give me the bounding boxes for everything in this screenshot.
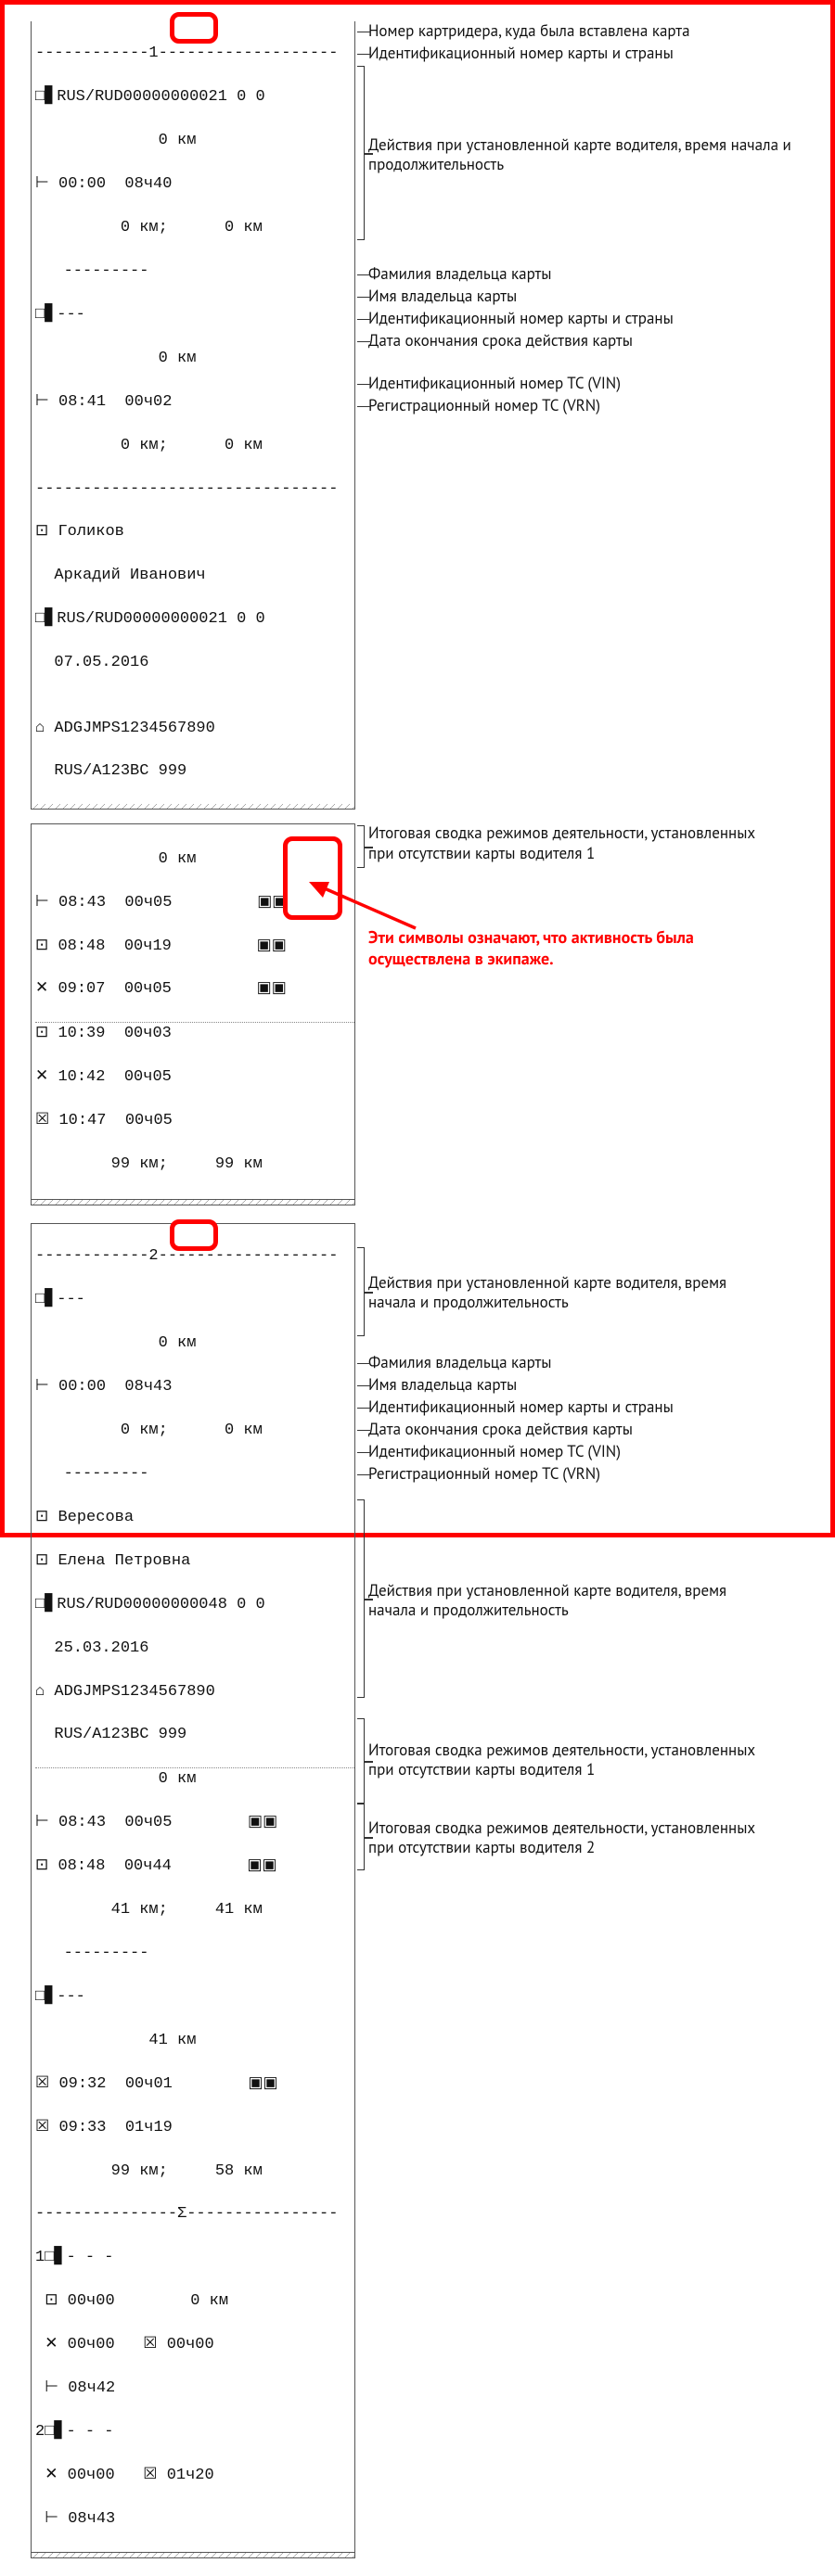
line: 0 км; 0 км xyxy=(35,435,354,456)
line: ✕ 00ч00 ☒ 01ч20 xyxy=(35,2465,354,2486)
line: ✕ 09:07 00ч05 ▣▣ xyxy=(35,978,354,1000)
annotation: Итоговая сводка режимов деятельности, ус… xyxy=(368,823,777,863)
annotation: Итоговая сводка режимов деятельности, ус… xyxy=(368,1741,777,1780)
annotation: Номер картридера, куда была вставлена ка… xyxy=(368,21,814,41)
line: 0 км; 0 км xyxy=(35,217,354,238)
annotation: Имя владельца карты xyxy=(368,287,814,306)
highlight-slot-2 xyxy=(170,1219,218,1251)
printout-block-3: ------------2------------------- □▋--- 0… xyxy=(31,1223,355,2553)
line: ⊡ 08:48 00ч44 ▣▣ xyxy=(35,1855,354,1877)
annotation: Идентификационный номер карты и страны xyxy=(368,44,814,63)
line: --------- xyxy=(35,1463,354,1485)
line: ✕ 00ч00 ☒ 00ч00 xyxy=(35,2334,354,2355)
annotation: Идентификационный номер карты и страны xyxy=(368,1397,814,1417)
line: 99 км; 58 км xyxy=(35,2161,354,2182)
line: 25.03.2016 xyxy=(35,1638,354,1659)
line: --------- xyxy=(35,1943,354,1964)
line: ⌂ ADGJMPS1234567890 xyxy=(35,1681,354,1702)
highlight-slot-1 xyxy=(170,12,218,44)
annotation: Фамилия владельца карты xyxy=(368,264,814,284)
annotation: Дата окончания срока действия карты xyxy=(368,1420,814,1439)
annotation: Регистрационный номер ТС (VRN) xyxy=(368,1464,814,1484)
annotation: Действия при установленной карте водител… xyxy=(368,1273,777,1313)
line: □▋RUS/RUD00000000021 0 0 xyxy=(35,608,354,630)
line: 1□▋- - - xyxy=(35,2247,354,2268)
line: ☒ 09:32 00ч01 ▣▣ xyxy=(35,2073,354,2095)
line: --------- xyxy=(35,261,354,282)
annotation: Регистрационный номер ТС (VRN) xyxy=(368,396,814,415)
line: □▋--- xyxy=(35,1289,354,1310)
annotation: Идентификационный номер карты и страны xyxy=(368,309,814,328)
line: □▋--- xyxy=(35,1986,354,2008)
annotation: Дата окончания срока действия карты xyxy=(368,331,814,351)
line: 0 км xyxy=(35,348,354,369)
annotation: Фамилия владельца карты xyxy=(368,1353,814,1372)
line: ⊡ Голиков xyxy=(35,521,354,542)
line: -------------------------------- xyxy=(35,478,354,500)
printout-block-1: ------------1------------------- □▋RUS/R… xyxy=(31,21,355,804)
line: ⊡ 10:39 00ч03 xyxy=(35,1023,354,1044)
line: 07.05.2016 xyxy=(35,652,354,673)
highlight-crew-symbols xyxy=(283,836,342,920)
line: RUS/A123BC 999 xyxy=(35,1724,354,1745)
line: ⊡ 08:48 00ч19 ▣▣ xyxy=(35,936,354,957)
line: 41 км xyxy=(35,2030,354,2051)
paper-tear xyxy=(31,2553,355,2558)
line: ⊡ Елена Петровна xyxy=(35,1550,354,1572)
line: 0 км xyxy=(35,1333,354,1354)
line: ✕ 10:42 00ч05 xyxy=(35,1066,354,1088)
annotation: Имя владельца карты xyxy=(368,1375,814,1395)
line: ------------1------------------- xyxy=(35,43,354,64)
line: 0 км xyxy=(35,130,354,151)
annotation: Идентификационный номер ТС (VIN) xyxy=(368,1442,814,1461)
line: ⌂ ADGJMPS1234567890 xyxy=(35,718,354,739)
line: □▋RUS/RUD00000000048 0 0 xyxy=(35,1594,354,1615)
line: ⊢ 08:43 00ч05 ▣▣ xyxy=(35,1812,354,1833)
crew-explanation: Эти символы означают, что активность был… xyxy=(368,927,777,969)
line: ---------------Σ---------------- xyxy=(35,2203,354,2225)
line: ☒ 09:33 01ч19 xyxy=(35,2117,354,2138)
annotation: Итоговая сводка режимов деятельности, ус… xyxy=(368,1818,777,1858)
line: RUS/A123BC 999 xyxy=(35,760,354,782)
line: Аркадий Иванович xyxy=(35,565,354,586)
line: 0 км xyxy=(35,1768,354,1790)
annotation: Идентификационный номер ТС (VIN) xyxy=(368,374,814,393)
line: 0 км; 0 км xyxy=(35,1420,354,1441)
line: ⊢ 08ч42 xyxy=(35,2378,354,2399)
line: ⊢ 08:41 00ч02 xyxy=(35,391,354,413)
line: ⊡ Вересова xyxy=(35,1507,354,1528)
line: 2□▋- - - xyxy=(35,2421,354,2442)
annotation: Действия при установленной карте водител… xyxy=(368,1581,777,1621)
line: ⊢ 00:00 08ч40 xyxy=(35,173,354,195)
paper-tear xyxy=(31,804,355,810)
paper-tear xyxy=(31,1200,355,1205)
line: □▋RUS/RUD00000000021 0 0 xyxy=(35,86,354,108)
line: ⊢ 00:00 08ч43 xyxy=(35,1376,354,1397)
line: 99 км; 99 км xyxy=(35,1154,354,1175)
line: □▋--- xyxy=(35,304,354,325)
line: ☒ 10:47 00ч05 xyxy=(35,1110,354,1131)
line: ⊢ 08ч43 xyxy=(35,2508,354,2530)
annotation: Действия при установленной карте водител… xyxy=(368,135,814,175)
line: 41 км; 41 км xyxy=(35,1899,354,1920)
line: ⊡ 00ч00 0 км xyxy=(35,2290,354,2312)
